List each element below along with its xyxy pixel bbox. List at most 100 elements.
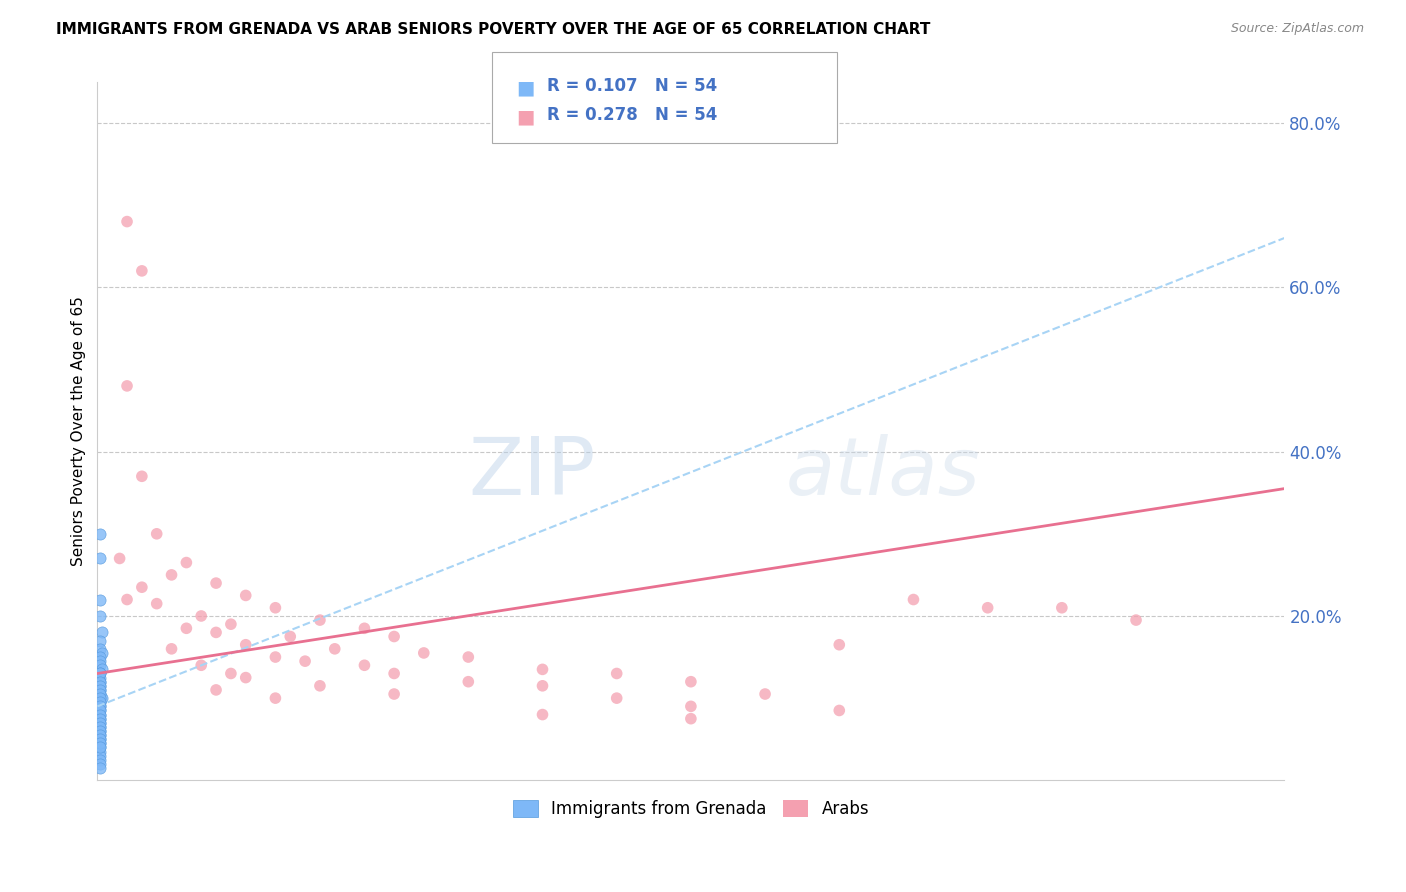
Point <box>89 658 111 673</box>
Point <box>131 580 153 594</box>
Point <box>205 625 228 640</box>
Point <box>89 666 111 681</box>
Point <box>264 650 287 665</box>
Point <box>176 621 198 635</box>
Point <box>89 715 111 730</box>
Point <box>219 617 242 632</box>
Point <box>353 621 375 635</box>
Point <box>1125 613 1147 627</box>
Point <box>606 666 628 681</box>
Point <box>89 654 111 668</box>
Point <box>89 748 111 763</box>
Point <box>235 589 257 603</box>
Point <box>457 650 479 665</box>
Point <box>89 732 111 747</box>
Text: atlas: atlas <box>786 434 980 512</box>
Point <box>89 724 111 739</box>
Point <box>176 556 198 570</box>
Point <box>89 679 111 693</box>
Point <box>89 703 111 717</box>
Point <box>278 630 301 644</box>
Point <box>89 732 111 747</box>
Point <box>89 707 111 722</box>
Point <box>89 695 111 709</box>
Point <box>89 671 111 685</box>
Point <box>89 699 111 714</box>
Point <box>89 691 111 706</box>
Point <box>90 691 112 706</box>
Point <box>235 671 257 685</box>
Point <box>90 625 112 640</box>
Point <box>382 666 405 681</box>
Point <box>264 691 287 706</box>
Point <box>309 679 332 693</box>
Point <box>89 745 111 759</box>
Point <box>89 682 111 697</box>
Point <box>115 379 138 393</box>
Point <box>382 687 405 701</box>
Point <box>679 712 702 726</box>
Point <box>131 469 153 483</box>
Point <box>309 613 332 627</box>
Text: ■: ■ <box>516 78 534 97</box>
Point <box>976 600 998 615</box>
Point <box>531 707 554 722</box>
Point <box>531 662 554 676</box>
Point <box>89 728 111 742</box>
Point <box>115 214 138 228</box>
Point <box>160 641 183 656</box>
Point <box>219 666 242 681</box>
Point <box>89 592 111 607</box>
Point <box>89 715 111 730</box>
Point <box>412 646 434 660</box>
Point <box>89 699 111 714</box>
Point <box>903 592 925 607</box>
Point <box>89 682 111 697</box>
Point <box>89 740 111 755</box>
Legend: Immigrants from Grenada, Arabs: Immigrants from Grenada, Arabs <box>506 793 876 824</box>
Point <box>828 638 851 652</box>
Point <box>382 630 405 644</box>
Point <box>89 691 111 706</box>
Point <box>89 666 111 681</box>
Point <box>89 687 111 701</box>
Point <box>679 699 702 714</box>
Point <box>89 720 111 734</box>
Point <box>264 600 287 615</box>
Point <box>90 646 112 660</box>
Point <box>89 633 111 648</box>
Point <box>89 761 111 775</box>
Point <box>457 674 479 689</box>
Point <box>131 264 153 278</box>
Point <box>145 526 167 541</box>
Point <box>89 753 111 767</box>
Point <box>531 679 554 693</box>
Point <box>606 691 628 706</box>
Point <box>89 736 111 750</box>
Point <box>190 658 212 673</box>
Point <box>89 703 111 717</box>
Text: ZIP: ZIP <box>468 434 596 512</box>
Point <box>190 609 212 624</box>
Text: R = 0.107   N = 54: R = 0.107 N = 54 <box>547 77 717 95</box>
Point <box>89 756 111 771</box>
Text: ■: ■ <box>516 108 534 127</box>
Point <box>160 567 183 582</box>
Point <box>145 597 167 611</box>
Point <box>115 592 138 607</box>
Point <box>89 695 111 709</box>
Point <box>89 724 111 739</box>
Point <box>89 641 111 656</box>
Point <box>89 687 111 701</box>
Point <box>90 662 112 676</box>
Point <box>679 674 702 689</box>
Point <box>89 712 111 726</box>
Point <box>89 728 111 742</box>
Point <box>353 658 375 673</box>
Point <box>754 687 776 701</box>
Point <box>235 638 257 652</box>
Point <box>294 654 316 668</box>
Point <box>89 740 111 755</box>
Point <box>89 674 111 689</box>
Point <box>828 703 851 717</box>
